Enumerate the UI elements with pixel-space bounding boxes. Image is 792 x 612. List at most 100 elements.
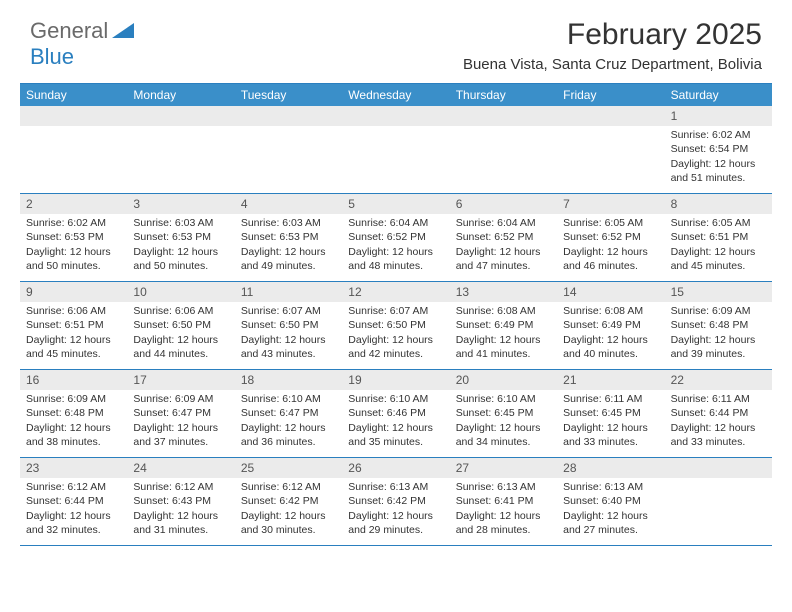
sunrise-text: Sunrise: 6:07 AM [241,304,336,318]
daylight-text: Daylight: 12 hours and 47 minutes. [456,245,551,273]
day-number: 21 [557,370,664,390]
sunset-text: Sunset: 6:53 PM [133,230,228,244]
cell-body: Sunrise: 6:12 AMSunset: 6:42 PMDaylight:… [235,480,342,541]
sunset-text: Sunset: 6:48 PM [26,406,121,420]
cell-body: Sunrise: 6:13 AMSunset: 6:41 PMDaylight:… [450,480,557,541]
day-header-saturday: Saturday [665,84,772,106]
day-number: 26 [342,458,449,478]
calendar-cell: 28Sunrise: 6:13 AMSunset: 6:40 PMDayligh… [557,458,664,545]
sunset-text: Sunset: 6:50 PM [348,318,443,332]
daylight-text: Daylight: 12 hours and 30 minutes. [241,509,336,537]
cell-body: Sunrise: 6:02 AMSunset: 6:54 PMDaylight:… [665,128,772,189]
sunset-text: Sunset: 6:41 PM [456,494,551,508]
calendar-cell [235,106,342,193]
sunset-text: Sunset: 6:45 PM [563,406,658,420]
daylight-text: Daylight: 12 hours and 41 minutes. [456,333,551,361]
cell-body: Sunrise: 6:04 AMSunset: 6:52 PMDaylight:… [342,216,449,277]
sunrise-text: Sunrise: 6:13 AM [456,480,551,494]
cell-body: Sunrise: 6:10 AMSunset: 6:46 PMDaylight:… [342,392,449,453]
daylight-text: Daylight: 12 hours and 35 minutes. [348,421,443,449]
cell-body: Sunrise: 6:09 AMSunset: 6:48 PMDaylight:… [665,304,772,365]
title-block: February 2025 Buena Vista, Santa Cruz De… [463,18,762,73]
sunrise-text: Sunrise: 6:12 AM [133,480,228,494]
week-row: 1Sunrise: 6:02 AMSunset: 6:54 PMDaylight… [20,106,772,194]
daylight-text: Daylight: 12 hours and 33 minutes. [563,421,658,449]
calendar-cell [20,106,127,193]
daylight-text: Daylight: 12 hours and 27 minutes. [563,509,658,537]
calendar-cell: 17Sunrise: 6:09 AMSunset: 6:47 PMDayligh… [127,370,234,457]
calendar-cell: 9Sunrise: 6:06 AMSunset: 6:51 PMDaylight… [20,282,127,369]
cell-body: Sunrise: 6:08 AMSunset: 6:49 PMDaylight:… [557,304,664,365]
calendar-cell: 21Sunrise: 6:11 AMSunset: 6:45 PMDayligh… [557,370,664,457]
daylight-text: Daylight: 12 hours and 40 minutes. [563,333,658,361]
day-number: 2 [20,194,127,214]
month-title: February 2025 [463,18,762,52]
cell-body: Sunrise: 6:05 AMSunset: 6:51 PMDaylight:… [665,216,772,277]
daylight-text: Daylight: 12 hours and 34 minutes. [456,421,551,449]
daylight-text: Daylight: 12 hours and 29 minutes. [348,509,443,537]
calendar-cell: 5Sunrise: 6:04 AMSunset: 6:52 PMDaylight… [342,194,449,281]
sunset-text: Sunset: 6:47 PM [133,406,228,420]
cell-body: Sunrise: 6:12 AMSunset: 6:43 PMDaylight:… [127,480,234,541]
logo-text-blue: Blue [30,44,74,69]
sunrise-text: Sunrise: 6:11 AM [563,392,658,406]
sunset-text: Sunset: 6:54 PM [671,142,766,156]
cell-body: Sunrise: 6:12 AMSunset: 6:44 PMDaylight:… [20,480,127,541]
day-number: 9 [20,282,127,302]
day-number: 22 [665,370,772,390]
cell-body: Sunrise: 6:10 AMSunset: 6:45 PMDaylight:… [450,392,557,453]
day-number: 10 [127,282,234,302]
day-number: 28 [557,458,664,478]
sunrise-text: Sunrise: 6:09 AM [671,304,766,318]
cell-body: Sunrise: 6:02 AMSunset: 6:53 PMDaylight:… [20,216,127,277]
daylight-text: Daylight: 12 hours and 46 minutes. [563,245,658,273]
day-header-thursday: Thursday [450,84,557,106]
sunset-text: Sunset: 6:42 PM [348,494,443,508]
cell-body: Sunrise: 6:09 AMSunset: 6:47 PMDaylight:… [127,392,234,453]
day-number [557,106,664,126]
sunset-text: Sunset: 6:51 PM [671,230,766,244]
calendar-cell: 14Sunrise: 6:08 AMSunset: 6:49 PMDayligh… [557,282,664,369]
calendar-cell [450,106,557,193]
sunrise-text: Sunrise: 6:13 AM [348,480,443,494]
sunrise-text: Sunrise: 6:10 AM [348,392,443,406]
sunrise-text: Sunrise: 6:06 AM [133,304,228,318]
logo: General [30,18,136,44]
calendar-cell: 26 Sunrise: 6:13 AMSunset: 6:42 PMDayligh… [342,458,449,545]
calendar-cell: 2Sunrise: 6:02 AMSunset: 6:53 PMDaylight… [20,194,127,281]
header: General February 2025 Buena Vista, Santa… [0,0,792,79]
sunset-text: Sunset: 6:49 PM [456,318,551,332]
sunrise-text: Sunrise: 6:06 AM [26,304,121,318]
sunrise-text: Sunrise: 6:09 AM [26,392,121,406]
cell-body: Sunrise: 6:10 AMSunset: 6:47 PMDaylight:… [235,392,342,453]
cell-body: Sunrise: 6:11 AMSunset: 6:44 PMDaylight:… [665,392,772,453]
sunrise-text: Sunrise: 6:08 AM [456,304,551,318]
calendar-cell: 12Sunrise: 6:07 AMSunset: 6:50 PMDayligh… [342,282,449,369]
week-row: 23Sunrise: 6:12 AMSunset: 6:44 PMDayligh… [20,458,772,546]
sunset-text: Sunset: 6:53 PM [26,230,121,244]
sunrise-text: Sunrise: 6:10 AM [456,392,551,406]
calendar-cell [665,458,772,545]
cell-body: Sunrise: 6:03 AMSunset: 6:53 PMDaylight:… [127,216,234,277]
sunrise-text: Sunrise: 6:08 AM [563,304,658,318]
logo-text-general: General [30,18,108,44]
calendar-cell: 24Sunrise: 6:12 AMSunset: 6:43 PMDayligh… [127,458,234,545]
cell-body: Sunrise: 6:05 AMSunset: 6:52 PMDaylight:… [557,216,664,277]
cell-body: Sunrise: 6:08 AMSunset: 6:49 PMDaylight:… [450,304,557,365]
day-number: 4 [235,194,342,214]
daylight-text: Daylight: 12 hours and 38 minutes. [26,421,121,449]
daylight-text: Daylight: 12 hours and 36 minutes. [241,421,336,449]
cell-body: Sunrise: 6:03 AMSunset: 6:53 PMDaylight:… [235,216,342,277]
calendar-cell: 8Sunrise: 6:05 AMSunset: 6:51 PMDaylight… [665,194,772,281]
calendar-cell [342,106,449,193]
cell-body: Sunrise: 6:11 AMSunset: 6:45 PMDaylight:… [557,392,664,453]
triangle-icon [112,20,134,43]
sunset-text: Sunset: 6:52 PM [456,230,551,244]
sunset-text: Sunset: 6:45 PM [456,406,551,420]
sunrise-text: Sunrise: 6:05 AM [563,216,658,230]
day-number: 5 [342,194,449,214]
sunset-text: Sunset: 6:50 PM [241,318,336,332]
calendar-cell: 27Sunrise: 6:13 AMSunset: 6:41 PMDayligh… [450,458,557,545]
calendar: Sunday Monday Tuesday Wednesday Thursday… [20,83,772,546]
day-number [342,106,449,126]
